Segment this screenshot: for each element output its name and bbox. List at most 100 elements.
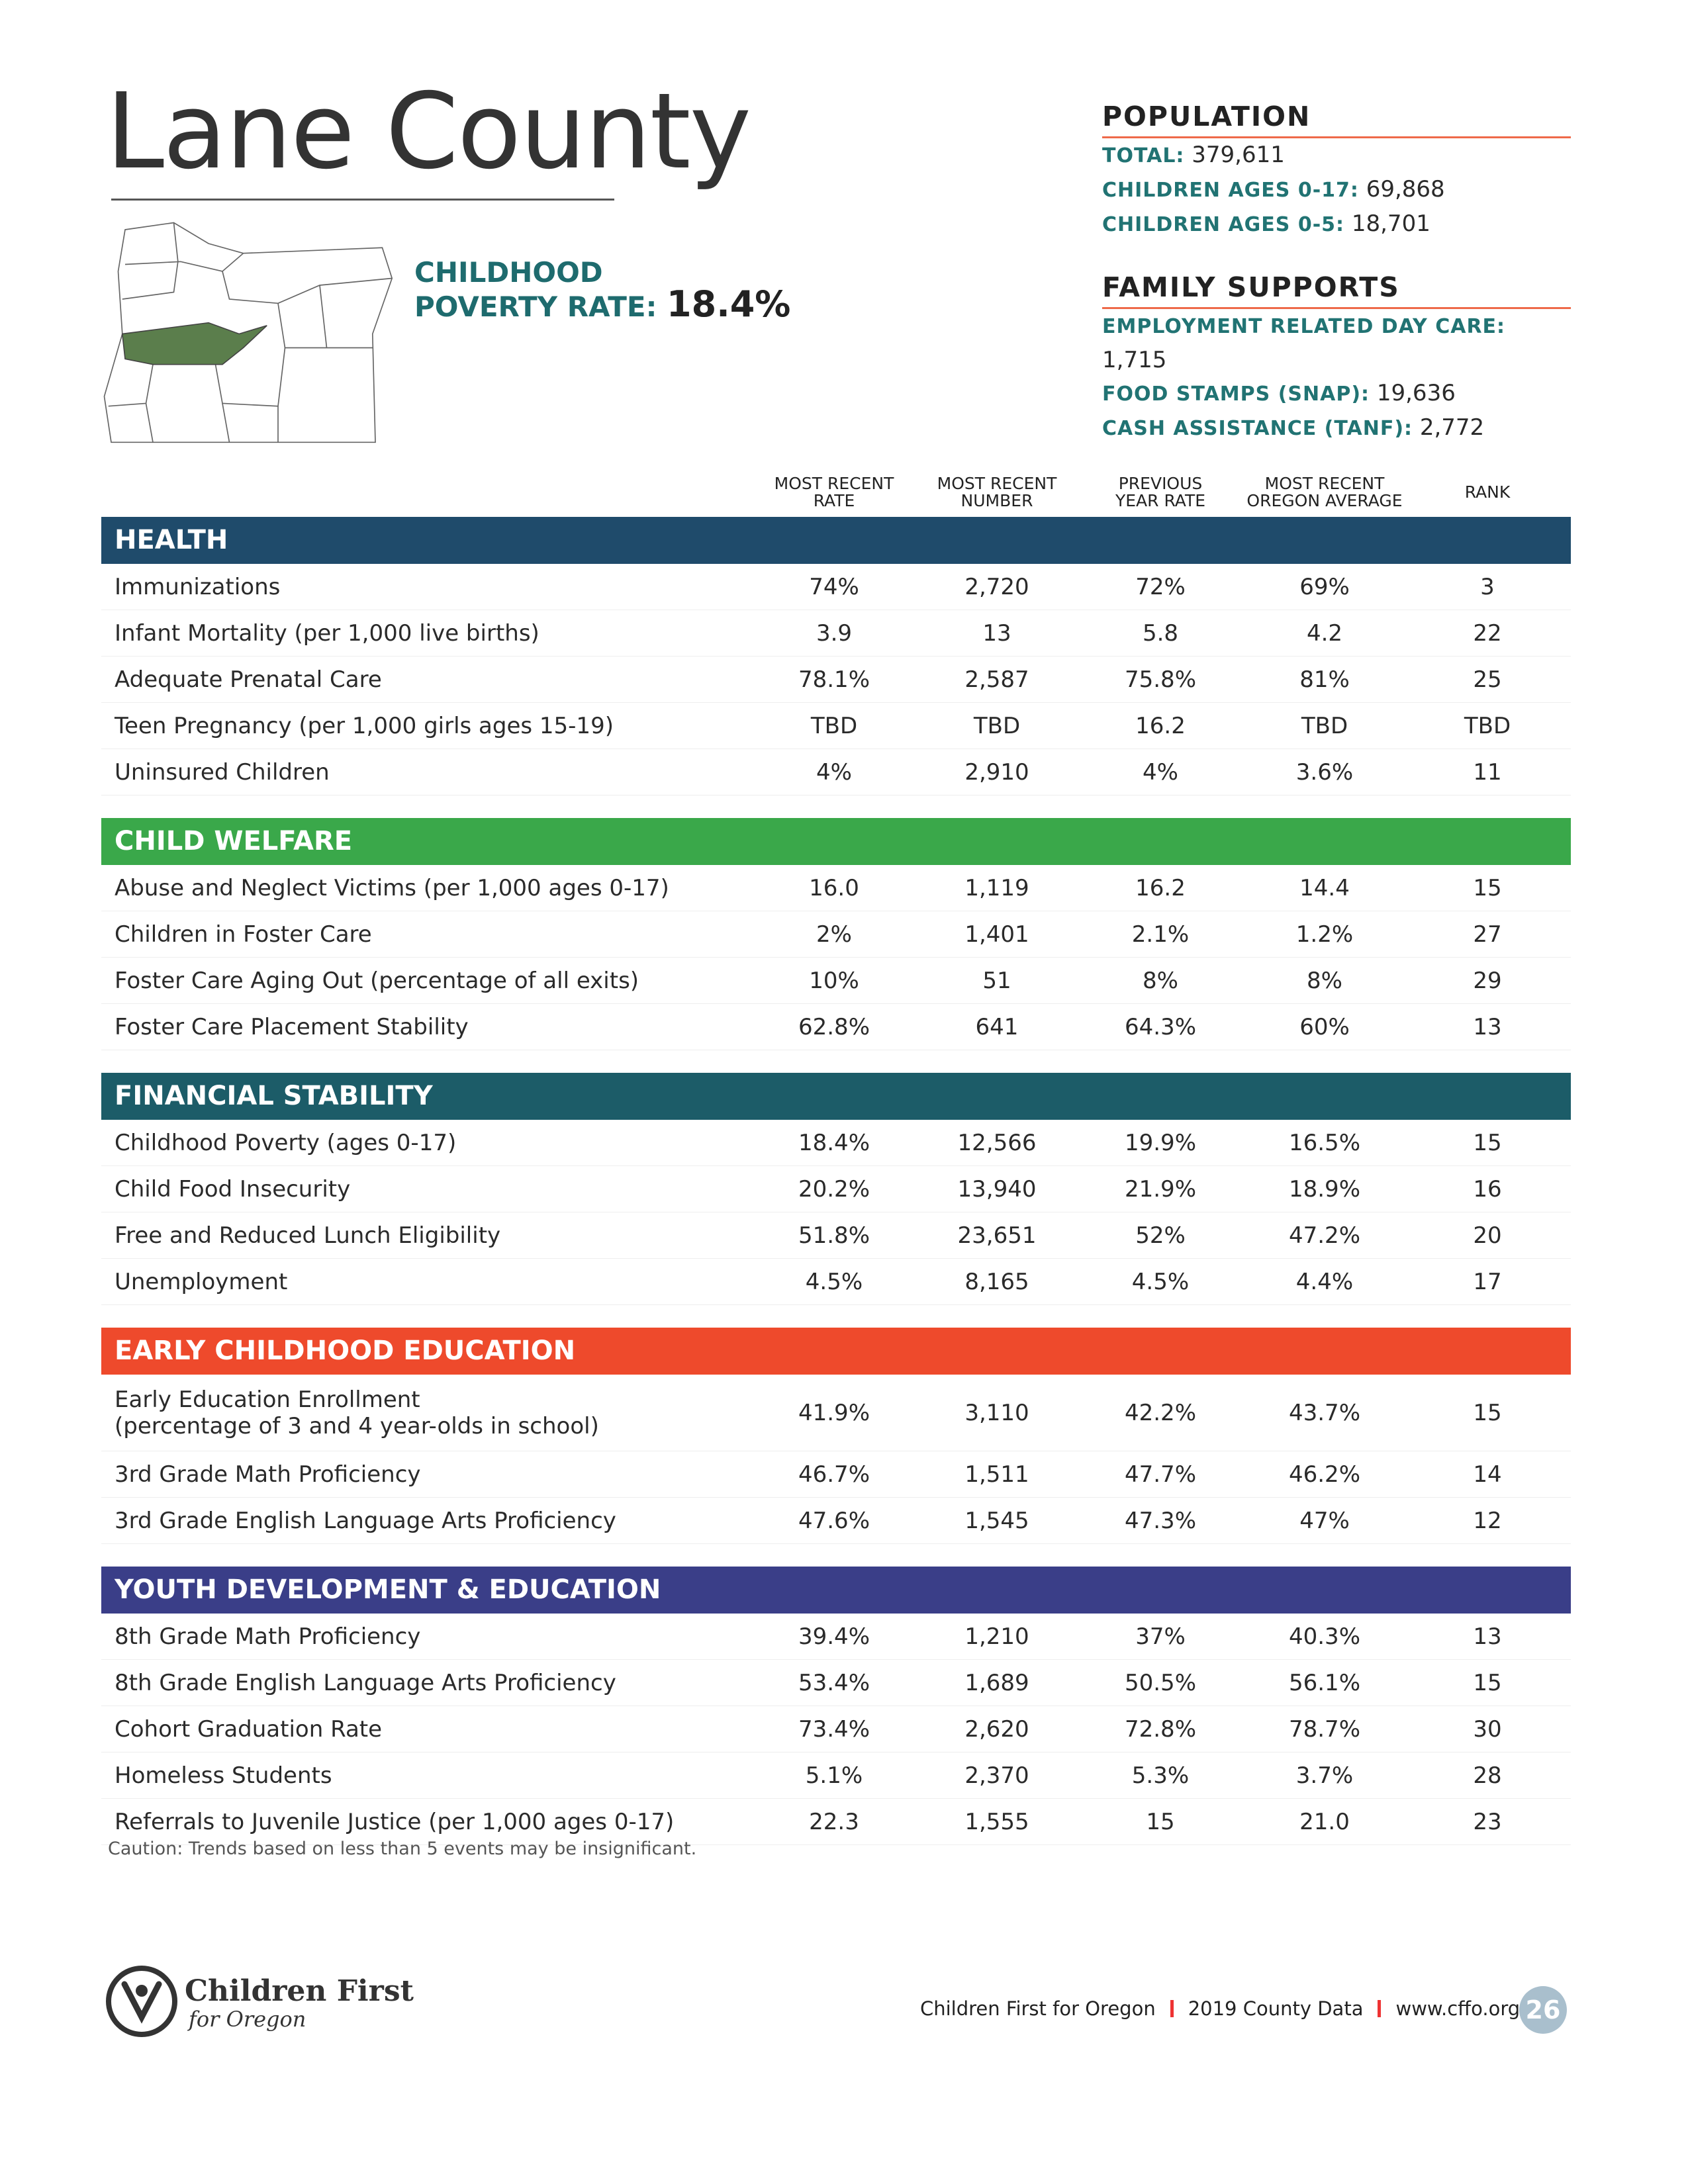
table-cell: 21.0 [1299, 1808, 1350, 1835]
table-row: Infant Mortality (per 1,000 live births)… [101, 610, 1571, 657]
column-header: RANK [1401, 484, 1573, 501]
column-header-line: NUMBER [961, 491, 1033, 510]
table-row: Abuse and Neglect Victims (per 1,000 age… [101, 865, 1571, 911]
table-cell: 3.6% [1295, 758, 1354, 786]
table-cell: 8% [1307, 967, 1342, 994]
table-cell: 23 [1473, 1808, 1502, 1835]
table-cell: 15 [1473, 1399, 1502, 1426]
table-cell: 18.9% [1288, 1175, 1360, 1203]
stat-item: CASH ASSISTANCE (TANF): 2,772 [1102, 411, 1571, 445]
table-cell: 2,620 [964, 1715, 1029, 1743]
footer-link: 2019 County Data [1188, 1997, 1364, 2020]
table-cell: 1.2% [1295, 921, 1354, 948]
table-row: 8th Grade Math Proficiency 39.4% 1,210 37% 4… [101, 1614, 1571, 1660]
table-cell: 5.8 [1142, 619, 1179, 647]
table-row: Children in Foster Care 2% 1,401 2.1% 1.2% 27 [101, 911, 1571, 958]
table-cell: 16.2 [1135, 874, 1186, 901]
section-gap [101, 796, 1571, 818]
table-row: Unemployment 4.5% 8,165 4.5% 4.4% 17 [101, 1259, 1571, 1305]
stat-item: TOTAL: 379,611 [1102, 138, 1571, 173]
table-cell: 8,165 [964, 1268, 1029, 1295]
table-cell: 16.5% [1288, 1129, 1360, 1156]
table-row: Foster Care Aging Out (percentage of all… [101, 958, 1571, 1004]
table-cell: 13 [1473, 1013, 1502, 1040]
row-label: Abuse and Neglect Victims (per 1,000 age… [115, 874, 669, 901]
table-row: Childhood Poverty (ages 0-17) 18.4% 12,566… [101, 1120, 1571, 1166]
table-cell: 22.3 [809, 1808, 859, 1835]
table-row: 8th Grade English Language Arts Proficie… [101, 1660, 1571, 1706]
table-row: Immunizations 74% 2,720 72% 69% 3 [101, 564, 1571, 610]
section-gap [101, 1305, 1571, 1328]
stat-label: FOOD STAMPS (SNAP): [1102, 383, 1370, 406]
table-row: Child Food Insecurity 20.2% 13,940 21.9% 18.… [101, 1166, 1571, 1212]
stat-value: 19,636 [1376, 380, 1456, 406]
table-cell: TBD [1464, 712, 1511, 739]
table-cell: 15 [1473, 1129, 1502, 1156]
column-header: PREVIOUS YEAR RATE [1074, 475, 1246, 510]
table-cell: TBD [1301, 712, 1348, 739]
table-cell: 47.2% [1288, 1222, 1360, 1249]
oregon-map [103, 222, 393, 443]
table-row: Free and Reduced Lunch Eligibility 51.8% 2… [101, 1212, 1571, 1259]
table-cell: 2,910 [964, 758, 1029, 786]
column-header-line: OREGON AVERAGE [1246, 491, 1403, 510]
table-cell: 3 [1480, 573, 1495, 600]
row-label: Childhood Poverty (ages 0-17) [115, 1129, 457, 1156]
table-row: Cohort Graduation Rate 73.4% 2,620 72.8% 78.… [101, 1706, 1571, 1752]
table-cell: 19.9% [1124, 1129, 1196, 1156]
section-gap [101, 1050, 1571, 1073]
column-header-line: PREVIOUS [1118, 474, 1203, 493]
table-cell: 1,210 [964, 1623, 1029, 1650]
poverty-value: 18.4% [667, 283, 791, 325]
table-cell: 75.8% [1124, 666, 1196, 693]
section-header: HEALTH [101, 517, 1571, 564]
table-cell: 78.1% [798, 666, 870, 693]
table-cell: TBD [810, 712, 858, 739]
table-cell: 14.4 [1299, 874, 1350, 901]
row-label: Free and Reduced Lunch Eligibility [115, 1222, 501, 1249]
table-cell: 40.3% [1288, 1623, 1360, 1650]
row-label: 3rd Grade Math Proficiency [115, 1461, 421, 1488]
row-label: Teen Pregnancy (per 1,000 girls ages 15-… [115, 712, 614, 739]
table-cell: 4% [816, 758, 852, 786]
poverty-rate: CHILDHOOD POVERTY RATE: 18.4% [414, 257, 790, 323]
table-cell: 20 [1473, 1222, 1502, 1249]
table-cell: 13,940 [957, 1175, 1037, 1203]
title: Lane County [106, 71, 751, 193]
column-header: MOST RECENT OREGON AVERAGE [1239, 475, 1411, 510]
table-cell: 4.5% [1131, 1268, 1190, 1295]
table-cell: 8% [1143, 967, 1178, 994]
stat-item: CHILDREN AGES 0-17: 69,868 [1102, 173, 1571, 207]
row-label: 8th Grade English Language Arts Proficie… [115, 1669, 616, 1696]
table-cell: 29 [1473, 967, 1502, 994]
table-cell: 43.7% [1288, 1399, 1360, 1426]
row-label: Immunizations [115, 573, 281, 600]
table-row: Uninsured Children 4% 2,910 4% 3.6% 11 [101, 749, 1571, 796]
table-cell: 81% [1299, 666, 1350, 693]
table-row: 3rd Grade English Language Arts Proficie… [101, 1498, 1571, 1544]
table-cell: 5.1% [805, 1762, 863, 1789]
table-cell: 3,110 [964, 1399, 1029, 1426]
stat-value: 18,701 [1351, 210, 1430, 237]
table-cell: 1,119 [964, 874, 1029, 901]
row-label: Early Education Enrollment (percentage o… [115, 1386, 599, 1439]
table-cell: 1,401 [964, 921, 1029, 948]
table-cell: 47% [1299, 1507, 1350, 1534]
page-number: 26 [1519, 1986, 1567, 2034]
column-header-line: YEAR RATE [1115, 491, 1206, 510]
table-cell: 641 [975, 1013, 1019, 1040]
table-cell: 4.4% [1295, 1268, 1354, 1295]
column-header-line: MOST RECENT [774, 474, 894, 493]
column-header-line: RANK [1464, 482, 1511, 502]
table-cell: 15 [1146, 1808, 1175, 1835]
table-cell: 47.6% [798, 1507, 870, 1534]
table-row: Referrals to Juvenile Justice (per 1,000… [101, 1799, 1571, 1845]
table-cell: 52% [1135, 1222, 1186, 1249]
table-cell: 47.3% [1124, 1507, 1196, 1534]
table-row: 3rd Grade Math Proficiency 46.7% 1,511 47.7… [101, 1451, 1571, 1498]
table-cell: 2,587 [964, 666, 1029, 693]
table-cell: 60% [1299, 1013, 1350, 1040]
table-cell: 3.9 [816, 619, 853, 647]
row-label: 8th Grade Math Proficiency [115, 1623, 421, 1650]
